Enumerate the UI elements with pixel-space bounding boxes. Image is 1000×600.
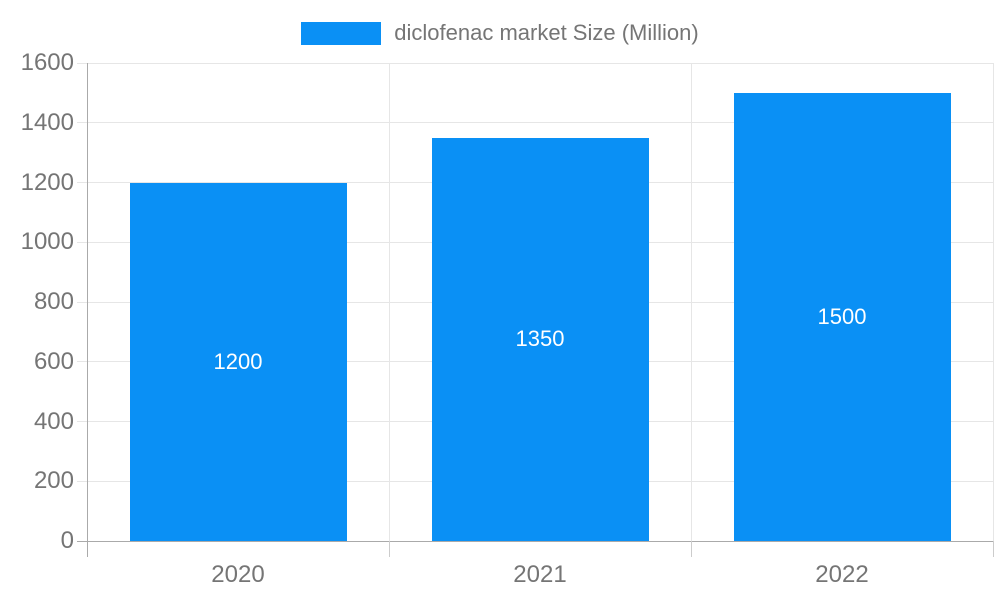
x-axis-tick	[388, 541, 390, 557]
legend-label: diclofenac market Size (Million)	[394, 20, 699, 45]
bar[interactable]	[733, 92, 951, 541]
y-axis-tick	[77, 421, 87, 422]
y-axis-tick	[77, 122, 87, 124]
y-axis-tick	[77, 301, 87, 303]
gridline	[87, 122, 993, 124]
y-axis-tick	[77, 62, 87, 64]
y-axis-line	[86, 63, 88, 557]
y-axis-tick-label: 1200	[20, 168, 74, 196]
gridline	[87, 540, 993, 542]
x-axis-tick	[992, 541, 994, 557]
y-axis-tick-label: 1400	[20, 108, 74, 136]
gridline	[992, 63, 994, 541]
x-axis-tick-label: 2022	[815, 561, 869, 588]
y-axis-tick	[77, 182, 87, 183]
y-axis-tick-label: 400	[33, 407, 74, 435]
y-axis-tick-label: 600	[33, 347, 74, 375]
bar[interactable]	[129, 182, 347, 541]
x-axis-tick-label: 2020	[211, 561, 265, 588]
gridline	[87, 62, 993, 64]
x-axis-tick-label: 2021	[513, 561, 567, 588]
y-axis-tick-label: 200	[33, 467, 74, 495]
y-axis-tick-label: 800	[33, 288, 74, 315]
y-axis-tick	[77, 361, 87, 363]
y-axis-tick	[77, 480, 87, 482]
y-axis-tick-label: 0	[60, 527, 74, 554]
legend: diclofenac market Size (Million)	[0, 20, 1000, 46]
y-axis-tick	[77, 540, 87, 542]
bar[interactable]	[431, 137, 649, 541]
y-axis-tick	[77, 241, 87, 243]
y-axis-tick-label: 1600	[20, 49, 74, 76]
gridline	[388, 63, 390, 541]
gridline	[690, 63, 692, 541]
y-axis-tick-label: 1000	[20, 228, 74, 256]
legend-swatch	[301, 21, 382, 45]
x-axis-tick	[690, 541, 692, 557]
